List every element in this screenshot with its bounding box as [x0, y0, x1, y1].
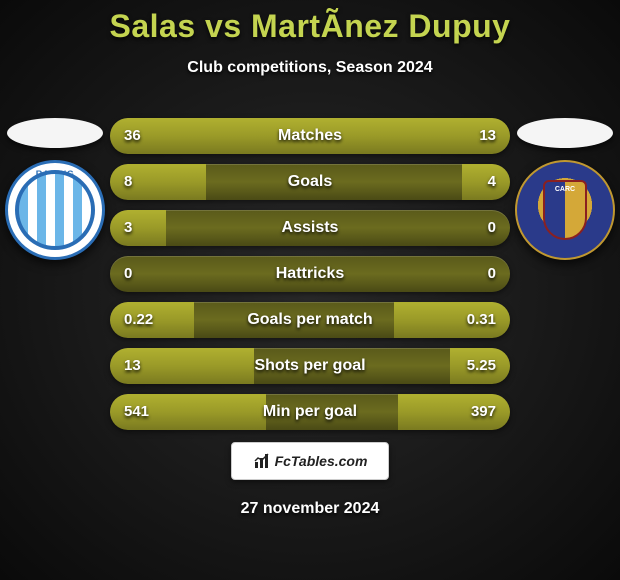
club-badge-right-label: CARC	[545, 186, 585, 193]
stat-row: 84Goals	[110, 164, 510, 200]
stat-label: Assists	[110, 210, 510, 246]
page-subtitle: Club competitions, Season 2024	[0, 59, 620, 77]
stat-label: Min per goal	[110, 394, 510, 430]
stat-label: Matches	[110, 118, 510, 154]
stat-row: 30Assists	[110, 210, 510, 246]
stat-row: 3613Matches	[110, 118, 510, 154]
stat-label: Goals	[110, 164, 510, 200]
stat-row: 135.25Shots per goal	[110, 348, 510, 384]
date-label: 27 november 2024	[0, 500, 620, 518]
branding-text: FcTables.com	[275, 453, 368, 469]
stat-label: Shots per goal	[110, 348, 510, 384]
club-badge-right: CARC	[515, 160, 615, 260]
stat-row: 00Hattricks	[110, 256, 510, 292]
club-badge-right-shield: CARC	[543, 180, 587, 240]
chart-icon	[253, 452, 271, 470]
player-right-slot: CARC	[510, 118, 620, 260]
stat-row: 0.220.31Goals per match	[110, 302, 510, 338]
stat-row: 541397Min per goal	[110, 394, 510, 430]
player-right-photo-placeholder	[517, 118, 613, 148]
page-title: Salas vs MartÃ­nez Dupuy	[0, 0, 620, 45]
club-badge-left-stripes	[15, 170, 95, 250]
stats-comparison: 3613Matches 84Goals 30Assists 00Hattricks 0.…	[110, 118, 510, 440]
branding-badge: FcTables.com	[231, 442, 389, 480]
club-badge-left: RACING	[5, 160, 105, 260]
player-left-photo-placeholder	[7, 118, 103, 148]
player-left-slot: RACING	[0, 118, 110, 260]
stat-label: Hattricks	[110, 256, 510, 292]
stat-label: Goals per match	[110, 302, 510, 338]
